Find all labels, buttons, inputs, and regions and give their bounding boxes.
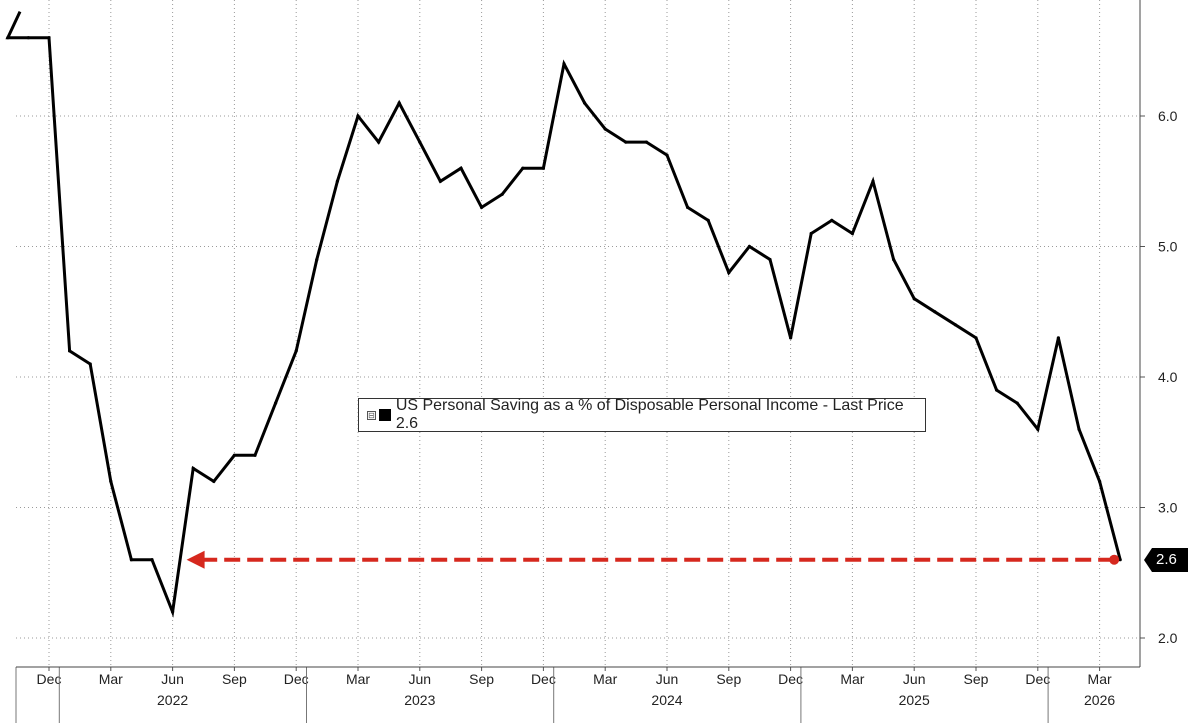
series-point — [1015, 401, 1019, 405]
series-point — [541, 166, 546, 170]
series-point — [912, 297, 916, 301]
series-point — [562, 62, 566, 66]
series-point — [129, 558, 133, 562]
series-point — [1077, 427, 1081, 431]
series-point — [1118, 558, 1122, 562]
series-point — [315, 257, 319, 262]
series-point — [933, 310, 937, 314]
x-year-label: 2024 — [651, 692, 682, 708]
series-point — [747, 244, 752, 249]
y-tick-label: 4.0 — [1158, 369, 1178, 385]
series-point — [686, 205, 690, 209]
legend-swatch — [378, 409, 391, 421]
series-point — [253, 453, 257, 457]
series-point — [789, 336, 793, 340]
x-month-label: Dec — [1025, 671, 1050, 687]
series-point — [150, 558, 154, 562]
series-point — [171, 610, 175, 614]
series-point — [335, 179, 339, 183]
series-point — [850, 231, 855, 236]
x-year-label: 2023 — [404, 692, 435, 708]
x-year-label: 2022 — [157, 692, 188, 708]
series-point — [953, 323, 958, 327]
series-point — [88, 362, 92, 366]
series-line — [5, 10, 1122, 618]
annotation-dot — [1109, 554, 1120, 565]
series-point — [356, 114, 360, 118]
series-point — [47, 36, 51, 40]
annotation-layer — [186, 550, 1120, 569]
series-point — [397, 101, 401, 105]
x-year-label: 2026 — [1084, 692, 1115, 708]
series-point — [1098, 479, 1102, 483]
x-month-label: Sep — [469, 671, 494, 687]
x-month-label: Dec — [531, 671, 556, 687]
series-point — [974, 336, 978, 340]
series-point — [500, 192, 504, 196]
x-month-label: Sep — [222, 671, 247, 687]
series-point — [109, 479, 113, 483]
series-point — [706, 218, 710, 222]
series-point — [871, 179, 875, 183]
x-month-label: Mar — [840, 671, 864, 687]
x-month-label: Mar — [593, 671, 617, 687]
series-point — [274, 401, 278, 405]
y-tick-label: 3.0 — [1158, 500, 1178, 516]
x-month-label: Dec — [37, 671, 62, 687]
series-point — [68, 349, 72, 353]
x-year-label: 2025 — [899, 692, 930, 708]
series-point — [892, 257, 896, 262]
series-point — [583, 101, 587, 105]
series-point — [830, 218, 834, 222]
series-point — [995, 388, 999, 392]
series-point — [1056, 336, 1060, 340]
series-point — [644, 140, 649, 144]
y-tick-label: 6.0 — [1158, 108, 1178, 124]
grid — [16, 0, 1140, 667]
series-layer — [5, 10, 1122, 618]
x-month-label: Dec — [778, 671, 803, 687]
series-point — [438, 179, 442, 183]
series-point — [459, 166, 463, 170]
legend-label: US Personal Saving as a % of Disposable … — [395, 397, 904, 432]
series-point — [418, 140, 422, 144]
series-point — [603, 127, 607, 131]
series-point — [212, 479, 216, 483]
x-month-label: Mar — [346, 671, 370, 687]
axes: 2.0 3.0 4.0 5.0 6.0 Dec Mar Jun Sep Dec Mar Jun Sep D… — [15, 0, 1178, 723]
x-month-label: Dec — [284, 671, 309, 687]
series-point — [480, 205, 484, 209]
series-point — [521, 166, 525, 170]
x-month-label: Jun — [409, 671, 432, 687]
series-point — [665, 153, 669, 157]
series-point — [809, 231, 813, 236]
x-month-label: Mar — [1088, 671, 1112, 687]
series-point — [727, 271, 731, 275]
legend-toggle-icon[interactable]: ⊟ — [367, 410, 376, 420]
annotation-arrowhead — [186, 550, 205, 569]
y-tick-label: 5.0 — [1158, 239, 1178, 255]
series-point — [768, 257, 772, 262]
series-point — [294, 349, 298, 353]
x-month-label: Sep — [716, 671, 741, 687]
series-point — [624, 140, 628, 144]
x-month-label: Jun — [903, 671, 926, 687]
x-month-label: Mar — [99, 671, 123, 687]
x-month-label: Jun — [656, 671, 679, 687]
last-value-badge: 2.6 — [1144, 548, 1188, 572]
series-point — [26, 36, 30, 40]
x-month-label: Jun — [161, 671, 184, 687]
series-point — [6, 36, 10, 40]
legend[interactable]: ⊟ US Personal Saving as a % of Disposabl… — [358, 397, 926, 432]
series-point — [232, 453, 236, 457]
series-point — [377, 140, 381, 144]
series-point — [191, 466, 195, 470]
series-point — [1036, 427, 1040, 431]
x-month-label: Sep — [964, 671, 989, 687]
y-tick-label: 2.0 — [1158, 630, 1178, 646]
